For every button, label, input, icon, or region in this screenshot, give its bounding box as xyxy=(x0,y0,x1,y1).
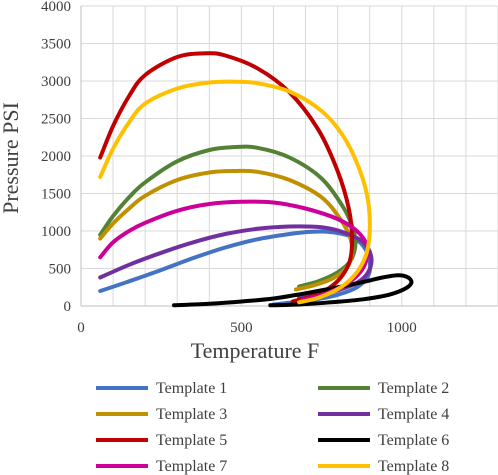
legend-label: Template 2 xyxy=(378,380,449,397)
series-line-1 xyxy=(98,229,373,307)
legend-label: Template 5 xyxy=(156,432,227,449)
y-tick-label: 500 xyxy=(49,262,72,278)
plot-lines xyxy=(98,51,414,308)
x-tick-label: 500 xyxy=(230,320,253,336)
y-tick-label: 3500 xyxy=(41,37,71,53)
tick-labels: 0 500 1000 1500 2000 2500 3000 3500 4000 0 500 1000 xyxy=(41,0,417,336)
series-line-8 xyxy=(98,79,372,305)
series-line-2 xyxy=(98,144,358,289)
y-tick-label: 3000 xyxy=(41,74,71,90)
legend-label: Template 4 xyxy=(378,406,449,423)
legend-item-8: Template 8 xyxy=(318,458,449,475)
x-tick-label: 1000 xyxy=(387,320,417,336)
x-tick-label: 0 xyxy=(77,320,85,336)
y-tick-label: 2000 xyxy=(41,149,71,165)
legend-label: Template 6 xyxy=(378,432,449,449)
y-tick-label: 1500 xyxy=(41,187,71,203)
legend-item-6: Template 6 xyxy=(318,432,449,449)
y-tick-label: 4000 xyxy=(41,0,71,15)
legend-item-2: Template 2 xyxy=(318,380,449,397)
legend: Template 1 Template 2 Template 3 Template 4… xyxy=(96,380,449,475)
legend-item-4: Template 4 xyxy=(318,406,449,423)
legend-label: Template 8 xyxy=(378,458,449,475)
legend-label: Template 1 xyxy=(156,380,227,397)
legend-label: Template 3 xyxy=(156,406,227,423)
series-line-5 xyxy=(98,51,355,304)
legend-item-5: Template 5 xyxy=(96,432,227,449)
series-line-6 xyxy=(172,273,414,308)
legend-item-7: Template 7 xyxy=(96,458,227,475)
legend-item-3: Template 3 xyxy=(96,406,227,423)
x-axis-label: Temperature F xyxy=(191,338,320,363)
series-line-7 xyxy=(98,199,370,302)
y-tick-label: 2500 xyxy=(41,112,71,128)
y-axis-label: Pressure PSI xyxy=(0,102,23,214)
y-tick-label: 1000 xyxy=(41,224,71,240)
legend-item-1: Template 1 xyxy=(96,380,227,397)
legend-label: Template 7 xyxy=(156,458,227,475)
y-tick-label: 0 xyxy=(64,299,72,315)
